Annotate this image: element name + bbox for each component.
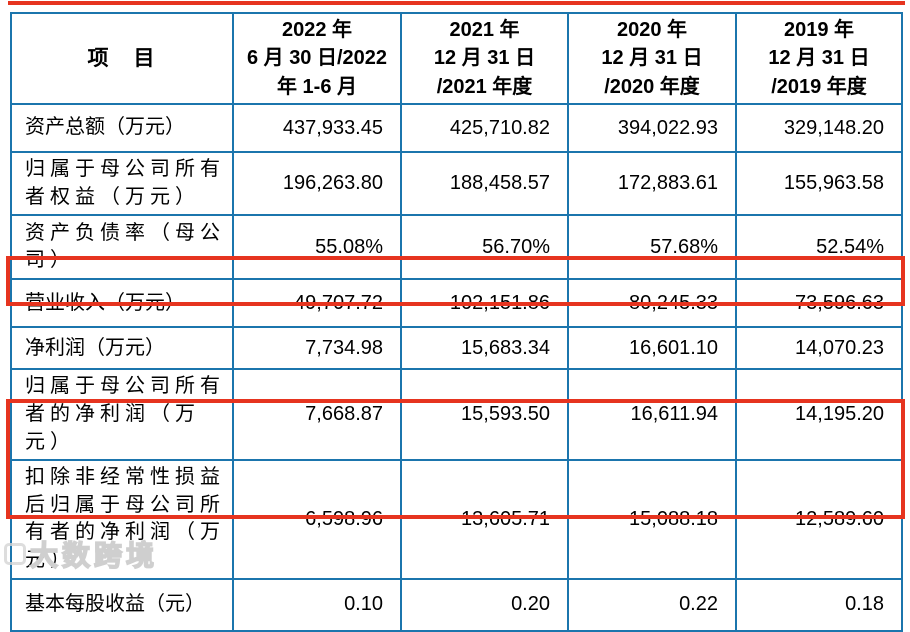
row-value: 15,088.18 (567, 459, 737, 580)
row-value: 12,589.60 (735, 459, 903, 580)
table-row-debt-ratio: 资产负债率（母公司） 55.08% 56.70% 57.68% 52.54% (10, 214, 903, 281)
row-label: 归属于母公司所有者的净利润（万元） (10, 368, 234, 462)
row-value: 0.20 (400, 577, 569, 632)
row-value: 52.54% (735, 214, 903, 281)
table-row-basic-eps: 基本每股收益（元） 0.10 0.20 0.22 0.18 (10, 577, 903, 632)
row-value: 196,263.80 (232, 151, 402, 217)
row-value: 49,707.72 (232, 278, 402, 329)
row-value: 15,593.50 (400, 368, 569, 462)
table-row-parent-net-profit: 归属于母公司所有者的净利润（万元） 7,668.87 15,593.50 16,… (10, 368, 903, 462)
row-value: 102,151.86 (400, 278, 569, 329)
row-label: 资产总额（万元） (10, 103, 234, 154)
row-value: 16,611.94 (567, 368, 737, 462)
item-column-header: 项 目 (10, 11, 234, 106)
row-value: 13,605.71 (400, 459, 569, 580)
row-label: 扣除非经常性损益后归属于母公司所有者的净利润（万元） (10, 459, 234, 580)
row-value: 56.70% (400, 214, 569, 281)
row-value: 14,070.23 (735, 326, 903, 371)
row-value: 16,601.10 (567, 326, 737, 371)
row-value: 73,596.63 (735, 278, 903, 329)
row-label: 净利润（万元） (10, 326, 234, 371)
table-row-parent-equity: 归属于母公司所有者权益（万元） 196,263.80 188,458.57 17… (10, 151, 903, 217)
row-value: 14,195.20 (735, 368, 903, 462)
table-row-total-assets: 资产总额（万元） 437,933.45 425,710.82 394,022.9… (10, 103, 903, 154)
table-header-row: 项 目 2022 年 6 月 30 日/2022 年 1-6 月 2021 年 … (10, 11, 903, 106)
row-value: 0.10 (232, 577, 402, 632)
row-value: 0.18 (735, 577, 903, 632)
highlight-line-top (8, 1, 905, 5)
row-label: 归属于母公司所有者权益（万元） (10, 151, 234, 217)
col-header-2019: 2019 年 12 月 31 日 /2019 年度 (735, 11, 903, 106)
row-value: 188,458.57 (400, 151, 569, 217)
row-label: 资产负债率（母公司） (10, 214, 234, 281)
row-label: 基本每股收益（元） (10, 577, 234, 632)
row-value: 155,963.58 (735, 151, 903, 217)
row-value: 7,668.87 (232, 368, 402, 462)
row-value: 425,710.82 (400, 103, 569, 154)
row-value: 55.08% (232, 214, 402, 281)
col-header-2020: 2020 年 12 月 31 日 /2020 年度 (567, 11, 737, 106)
row-value: 437,933.45 (232, 103, 402, 154)
col-header-2022: 2022 年 6 月 30 日/2022 年 1-6 月 (232, 11, 402, 106)
row-label: 营业收入（万元） (10, 278, 234, 329)
row-value: 6,598.96 (232, 459, 402, 580)
row-value: 172,883.61 (567, 151, 737, 217)
financial-summary-table: 项 目 2022 年 6 月 30 日/2022 年 1-6 月 2021 年 … (10, 11, 903, 632)
row-value: 57.68% (567, 214, 737, 281)
row-value: 329,148.20 (735, 103, 903, 154)
row-value: 394,022.93 (567, 103, 737, 154)
row-value: 7,734.98 (232, 326, 402, 371)
row-value: 0.22 (567, 577, 737, 632)
table-row-operating-revenue: 营业收入（万元） 49,707.72 102,151.86 80,245.33 … (10, 278, 903, 329)
table-row-deducted-net-profit: 扣除非经常性损益后归属于母公司所有者的净利润（万元） 6,598.96 13,6… (10, 459, 903, 580)
table-row-net-profit: 净利润（万元） 7,734.98 15,683.34 16,601.10 14,… (10, 326, 903, 371)
row-value: 15,683.34 (400, 326, 569, 371)
row-value: 80,245.33 (567, 278, 737, 329)
col-header-2021: 2021 年 12 月 31 日 /2021 年度 (400, 11, 569, 106)
